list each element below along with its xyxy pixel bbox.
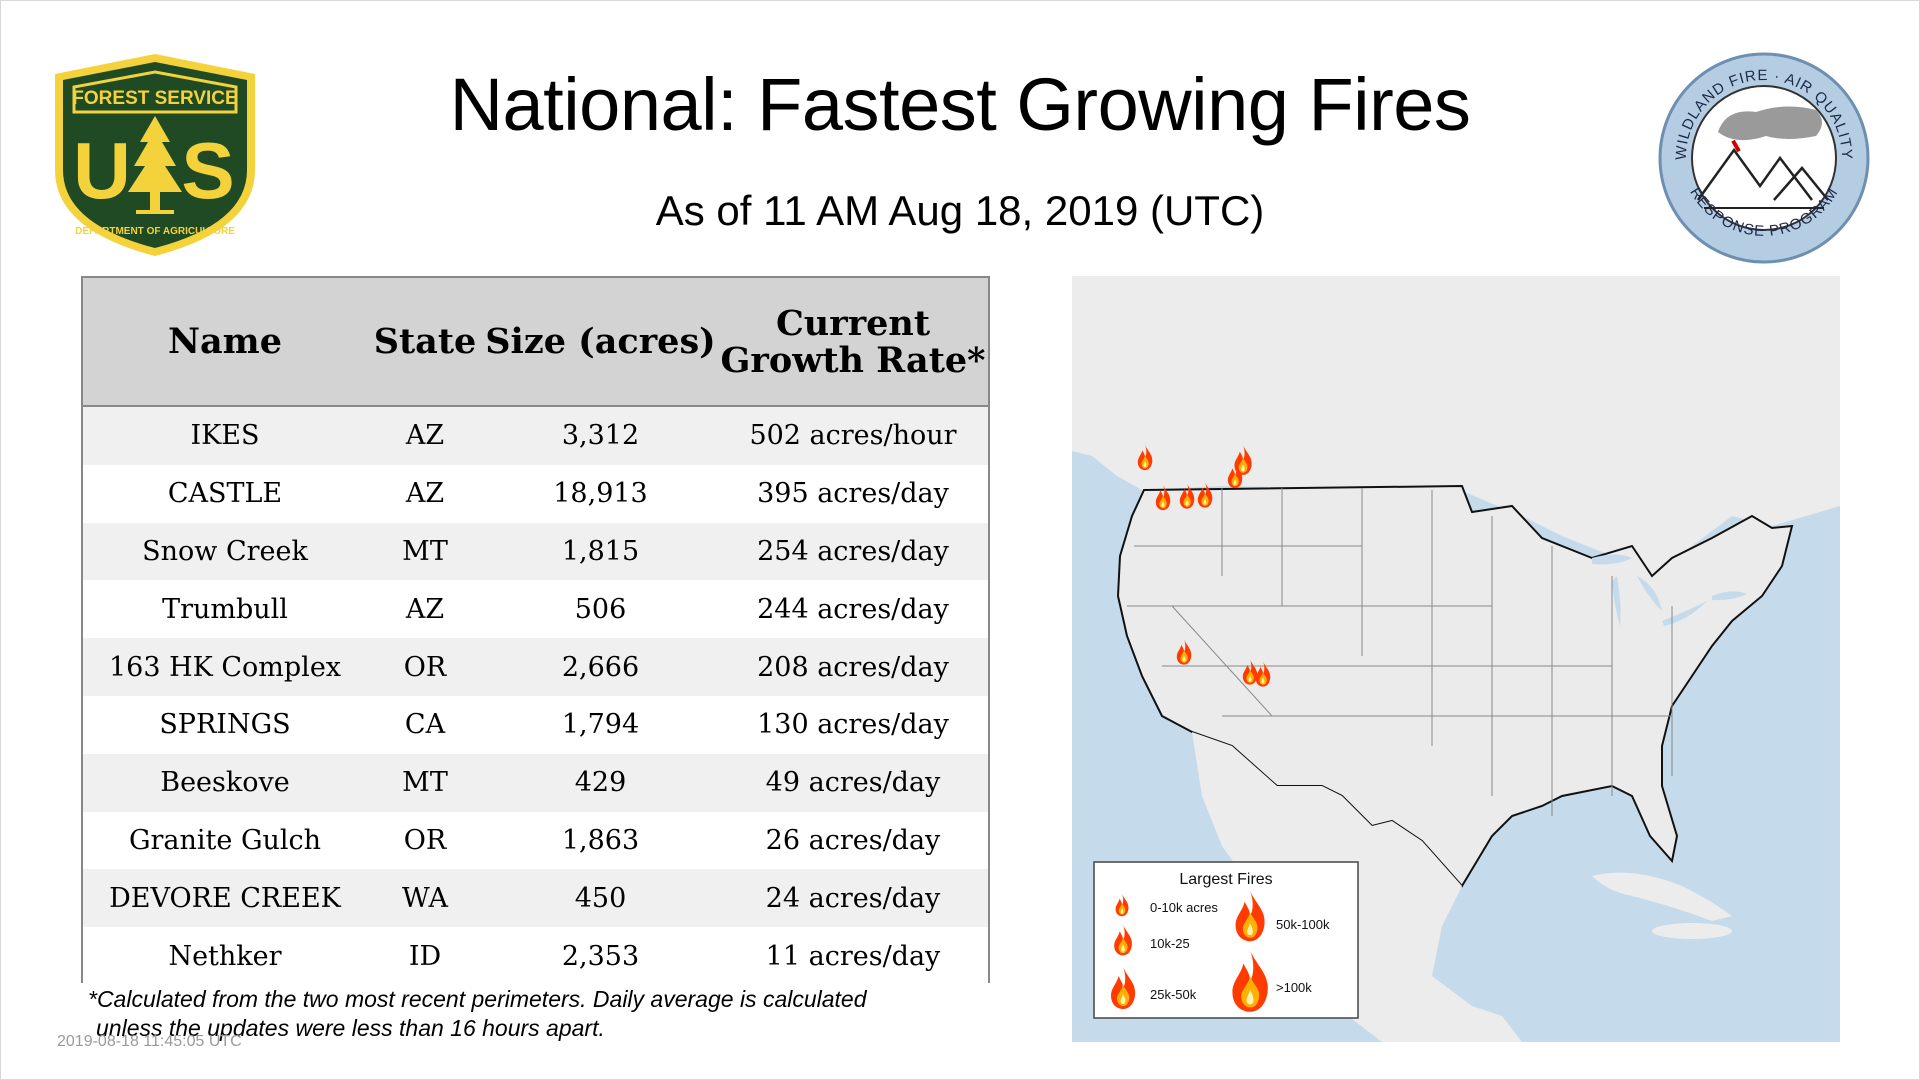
footnote-line-1: *Calculated from the two most recent per… <box>88 986 867 1012</box>
table-row: 163 HK Complex OR 2,666 208 acres/day <box>83 638 988 696</box>
cell-state: MT <box>367 522 483 581</box>
cell-state: WA <box>367 869 483 928</box>
column-header-name: Name <box>83 278 367 407</box>
fs-letter-s: S <box>181 126 234 215</box>
cell-name: IKES <box>83 406 367 465</box>
map-state-lines <box>1127 488 1673 816</box>
fs-top-text: FOREST SERVICE <box>72 88 237 109</box>
cell-size: 1,863 <box>483 811 718 870</box>
legend-item-2: 25k-50k <box>1150 987 1197 1002</box>
cell-rate: 208 acres/day <box>718 638 988 696</box>
cell-state: ID <box>367 927 483 985</box>
fs-bottom-text: DEPARTMENT OF AGRICULTURE <box>75 226 235 237</box>
cell-rate: 502 acres/hour <box>718 406 988 465</box>
table-row: Beeskove MT 429 49 acres/day <box>83 753 988 812</box>
cell-state: MT <box>367 753 483 812</box>
forest-service-logo: FOREST SERVICE U S DEPARTMENT OF AGRICUL… <box>50 50 260 260</box>
column-header-growth-rate: Current Growth Rate* <box>718 278 988 407</box>
footnote: *Calculated from the two most recent per… <box>88 985 867 1043</box>
cell-name: Snow Creek <box>83 522 367 581</box>
map-land-north <box>1072 276 1840 576</box>
cell-rate: 395 acres/day <box>718 464 988 523</box>
cell-name: SPRINGS <box>83 695 367 754</box>
legend-item-1: 10k-25 <box>1150 936 1190 951</box>
generated-timestamp: 2019-08-18 11:45:05 UTC <box>57 1033 242 1050</box>
cell-name: CASTLE <box>83 464 367 523</box>
table-row: DEVORE CREEK WA 450 24 acres/day <box>83 869 988 928</box>
cell-rate: 26 acres/day <box>718 811 988 870</box>
fires-table-container: Name State Size (acres) Current Growth R… <box>81 276 990 985</box>
cell-name: Trumbull <box>83 580 367 639</box>
cell-state: OR <box>367 638 483 696</box>
table-row: Trumbull AZ 506 244 acres/day <box>83 580 988 639</box>
cell-size: 2,353 <box>483 927 718 985</box>
cell-state: AZ <box>367 580 483 639</box>
pine-tree-icon <box>128 116 182 214</box>
fs-letter-u: U <box>73 126 131 215</box>
cell-rate: 254 acres/day <box>718 522 988 581</box>
cell-state: OR <box>367 811 483 870</box>
cell-rate: 130 acres/day <box>718 695 988 754</box>
table-row: SPRINGS CA 1,794 130 acres/day <box>83 695 988 754</box>
cell-size: 1,794 <box>483 695 718 754</box>
table-header-row: Name State Size (acres) Current Growth R… <box>83 278 988 407</box>
column-header-state: State <box>367 278 483 407</box>
cell-rate: 11 acres/day <box>718 927 988 985</box>
fire-map: Largest Fires 0-10k acres 10k-25 25k-50k… <box>1072 276 1840 1042</box>
cell-size: 450 <box>483 869 718 928</box>
table-row: Nethker ID 2,353 11 acres/day <box>83 927 988 985</box>
cell-name: Nethker <box>83 927 367 985</box>
table-row: Granite Gulch OR 1,863 26 acres/day <box>83 811 988 870</box>
page-title: National: Fastest Growing Fires <box>449 63 1471 146</box>
table-row: IKES AZ 3,312 502 acres/hour <box>83 406 988 465</box>
column-header-size: Size (acres) <box>483 278 718 407</box>
cell-size: 18,913 <box>483 464 718 523</box>
cell-state: AZ <box>367 406 483 465</box>
cell-size: 506 <box>483 580 718 639</box>
legend-item-0: 0-10k acres <box>1150 900 1218 915</box>
cell-state: AZ <box>367 464 483 523</box>
cell-rate: 49 acres/day <box>718 753 988 812</box>
cell-name: DEVORE CREEK <box>83 869 367 928</box>
cell-state: CA <box>367 695 483 754</box>
cell-size: 1,815 <box>483 522 718 581</box>
legend-item-4: >100k <box>1276 980 1312 995</box>
cell-size: 429 <box>483 753 718 812</box>
cell-rate: 24 acres/day <box>718 869 988 928</box>
cell-size: 3,312 <box>483 406 718 465</box>
table-row: Snow Creek MT 1,815 254 acres/day <box>83 522 988 581</box>
map-legend: Largest Fires 0-10k acres 10k-25 25k-50k… <box>1093 861 1359 1019</box>
cell-rate: 244 acres/day <box>718 580 988 639</box>
wildland-fire-air-quality-logo: WILDLAND FIRE · AIR QUALITY RESPONSE PRO… <box>1656 50 1872 266</box>
cell-name: Beeskove <box>83 753 367 812</box>
cell-name: Granite Gulch <box>83 811 367 870</box>
legend-title: Largest Fires <box>1179 871 1272 888</box>
cell-size: 2,666 <box>483 638 718 696</box>
cell-name: 163 HK Complex <box>83 638 367 696</box>
page-subtitle: As of 11 AM Aug 18, 2019 (UTC) <box>655 187 1265 234</box>
table-row: CASTLE AZ 18,913 395 acres/day <box>83 464 988 523</box>
legend-item-3: 50k-100k <box>1276 917 1330 932</box>
fires-table: Name State Size (acres) Current Growth R… <box>83 278 988 985</box>
footnote-line-2: unless the updates were less than 16 hou… <box>96 1015 605 1041</box>
